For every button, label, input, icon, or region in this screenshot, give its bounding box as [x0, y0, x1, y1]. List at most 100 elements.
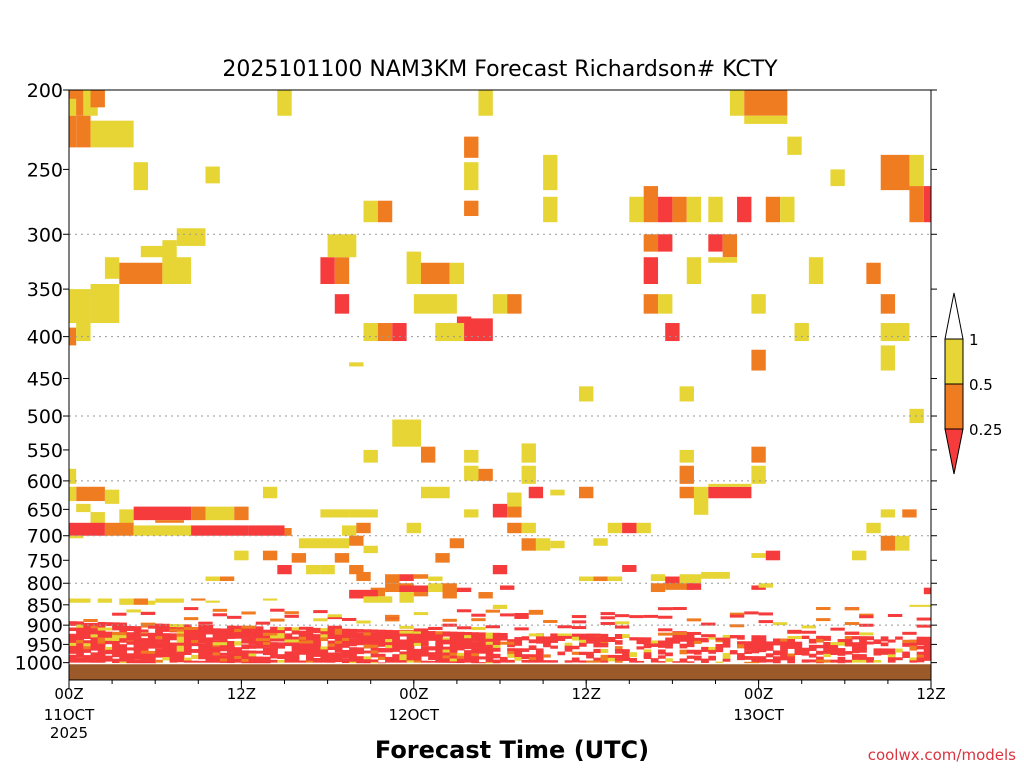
streak-cell	[514, 627, 529, 631]
stable-layer-cell	[586, 654, 594, 659]
stable-layer-cell	[349, 653, 357, 657]
stable-layer-cell	[744, 661, 752, 664]
streak-cell	[758, 620, 773, 624]
stable-layer-cell	[751, 661, 760, 664]
stable-layer-cell	[449, 646, 458, 651]
ri-cell	[356, 571, 371, 582]
stable-layer-cell	[255, 626, 264, 632]
ri-cell	[119, 262, 163, 284]
stable-layer-cell	[83, 624, 92, 631]
stable-layer-cell	[392, 636, 400, 642]
stable-layer-cell	[97, 631, 106, 637]
stable-layer-cell	[112, 644, 120, 648]
stable-layer-cell	[363, 662, 372, 664]
stable-layer-cell	[176, 645, 185, 650]
stable-layer-cell	[169, 657, 178, 662]
streak-cell	[313, 618, 328, 622]
stable-layer-cell	[377, 635, 386, 640]
stable-layer-cell	[456, 644, 465, 649]
plot-area	[68, 89, 932, 681]
stable-layer-cell	[571, 657, 580, 663]
streak-cell	[672, 632, 687, 636]
ri-cell	[119, 598, 134, 605]
stable-layer-cell	[370, 650, 379, 655]
streak-cell	[844, 607, 860, 611]
ri-cell	[507, 522, 522, 534]
stable-layer-cell	[514, 654, 523, 659]
stable-layer-cell	[600, 660, 609, 663]
ri-cell	[442, 583, 457, 593]
stable-layer-cell	[169, 633, 178, 637]
stable-layer-cell	[97, 646, 106, 651]
stable-layer-cell	[320, 661, 329, 663]
stable-layer-cell	[428, 634, 436, 640]
stable-layer-cell	[701, 637, 709, 643]
stable-layer-cell	[255, 644, 264, 649]
stable-layer-cell	[787, 656, 796, 661]
stable-layer-cell	[219, 661, 228, 663]
stable-layer-cell	[514, 642, 523, 646]
stable-layer-cell	[722, 641, 731, 646]
stable-layer-cell	[234, 641, 242, 646]
streak-cell	[456, 609, 472, 613]
y-tick-label: 700	[27, 526, 63, 548]
stable-layer-cell	[349, 658, 357, 663]
stable-layer-cell	[392, 648, 400, 652]
streak-cell	[916, 624, 931, 628]
stable-layer-cell	[866, 657, 875, 661]
streak-cell	[126, 609, 141, 613]
stable-layer-cell	[334, 628, 343, 634]
stable-layer-cell	[291, 651, 300, 656]
ri-cell	[923, 587, 931, 595]
ri-cell	[133, 598, 149, 605]
stable-layer-cell	[413, 633, 422, 639]
stable-layer-cell	[262, 650, 271, 656]
ri-cell	[866, 522, 881, 534]
stable-layer-cell	[600, 639, 609, 645]
y-tick-label: 650	[27, 499, 63, 521]
ri-cell	[298, 538, 350, 549]
stable-layer-cell	[435, 646, 444, 650]
stable-layer-cell	[306, 627, 314, 633]
stable-layer-cell	[830, 659, 839, 663]
stable-layer-cell	[765, 659, 774, 663]
ri-cell	[205, 506, 235, 521]
stable-layer-cell	[284, 633, 293, 638]
stable-layer-cell	[119, 653, 127, 657]
stable-layer-cell	[313, 652, 321, 657]
stable-layer-cell	[133, 632, 142, 637]
ri-cell	[765, 196, 781, 223]
stable-layer-cell	[313, 634, 321, 639]
ri-cell	[500, 585, 515, 590]
ri-cell	[104, 257, 120, 279]
streak-cell	[456, 626, 472, 630]
stable-layer-cell	[485, 659, 494, 663]
stable-layer-cell	[133, 662, 142, 664]
ri-cell	[478, 90, 493, 116]
stable-layer-cell	[435, 655, 444, 660]
ri-cell	[435, 323, 465, 342]
stable-layer-cell	[155, 629, 163, 635]
stable-layer-cell	[895, 648, 903, 653]
ri-cell	[413, 574, 429, 579]
stable-layer-cell	[442, 652, 451, 656]
stable-layer-cell	[126, 641, 135, 645]
stable-layer-cell	[514, 651, 523, 655]
stable-layer-cell	[851, 656, 860, 661]
stable-layer-cell	[262, 659, 271, 663]
streak-cell	[385, 618, 400, 622]
stable-layer-cell	[327, 661, 336, 663]
stable-layer-cell	[162, 633, 171, 637]
ri-cell	[69, 327, 77, 346]
stable-layer-cell	[485, 632, 494, 638]
stable-layer-cell	[234, 653, 242, 658]
ri-cell	[69, 486, 77, 502]
stable-layer-cell	[298, 642, 307, 648]
stable-layer-cell	[622, 655, 630, 659]
stable-layer-cell	[119, 628, 127, 634]
stable-layer-cell	[399, 633, 408, 637]
stable-layer-cell	[823, 647, 831, 653]
stable-layer-cell	[851, 648, 860, 654]
stable-layer-cell	[737, 655, 745, 661]
stable-layer-cell	[614, 640, 623, 645]
